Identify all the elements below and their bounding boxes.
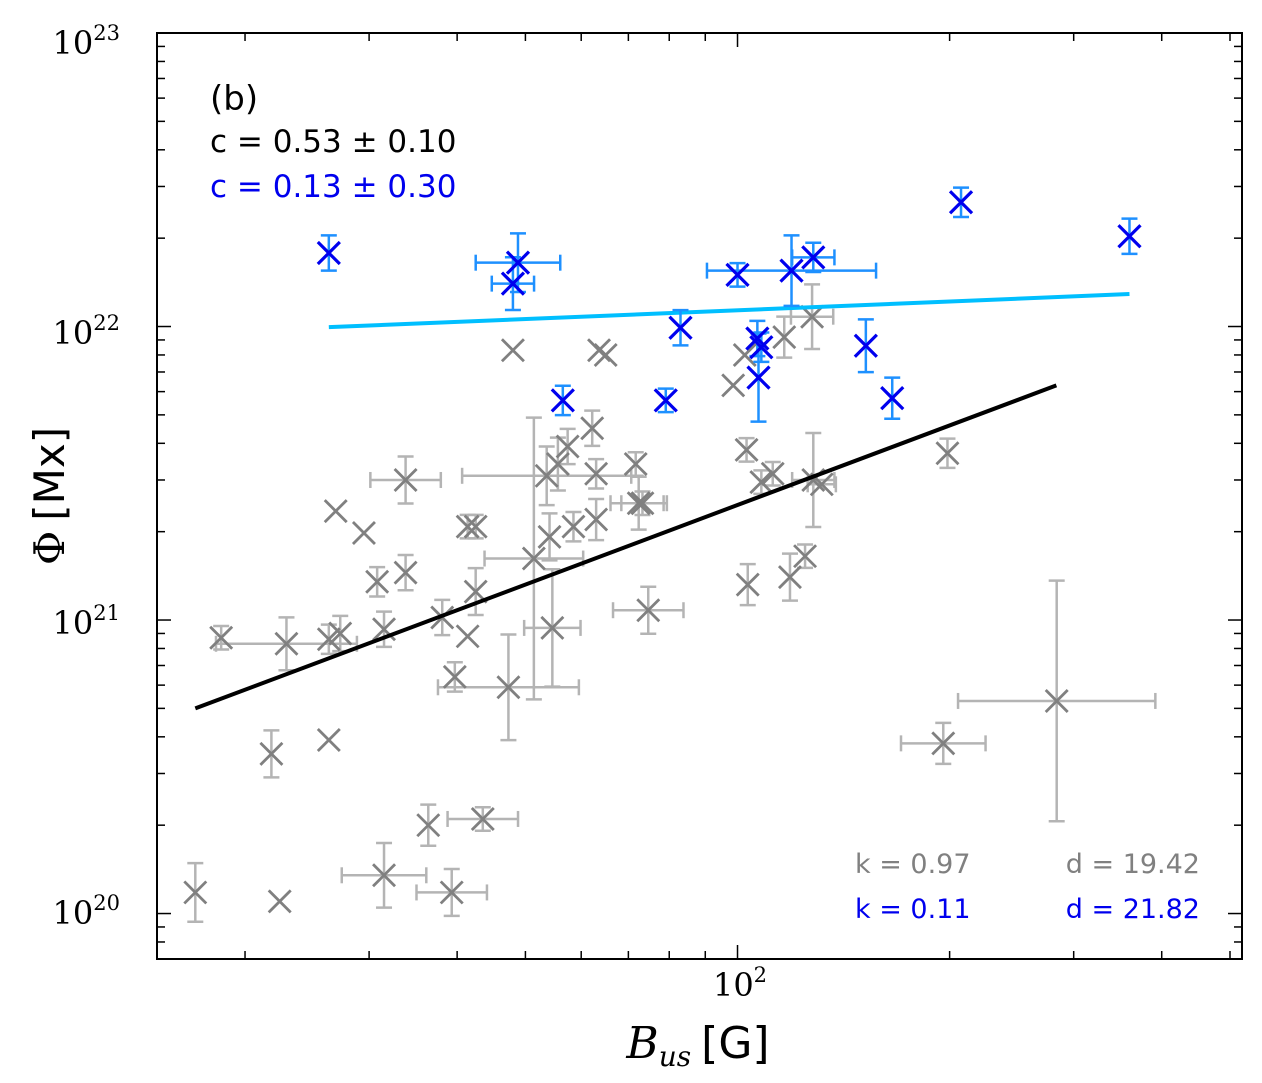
gray-point-marker (561, 514, 586, 539)
gray-point-marker (521, 546, 546, 571)
gray-point-marker (749, 470, 774, 495)
gray-point-marker (777, 565, 802, 590)
gray-point-marker (580, 416, 605, 441)
gray-point-marker (442, 664, 467, 689)
blue-point-marker (550, 388, 575, 413)
d-value-gray: d = 19.42 (1066, 849, 1200, 880)
gray-point-marker (439, 880, 464, 905)
gray-point-marker (416, 813, 441, 838)
y-tick-label-1e21: 1021 (53, 601, 120, 642)
gray-point-marker (323, 499, 348, 524)
gray-point-marker (545, 452, 570, 477)
gray-point-marker (351, 520, 376, 545)
blue-fit-line (328, 292, 1130, 330)
blue-point-marker (1117, 224, 1142, 249)
gray-point-marker (555, 434, 580, 459)
gray-point-marker (393, 560, 418, 585)
gray-point-marker (760, 461, 785, 486)
y-tick-label-1e20: 1020 (53, 891, 120, 932)
gray-point-marker (584, 507, 609, 532)
blue-point-marker (749, 335, 774, 360)
gray-markers (183, 304, 1069, 914)
d-value-blue: d = 21.82 (1066, 894, 1200, 925)
gray-point-marker (732, 342, 757, 367)
gray-point-marker (584, 461, 609, 486)
gray-point-marker (630, 491, 655, 516)
c-value-blue: c = 0.13 ± 0.30 (210, 169, 456, 205)
gray-point-marker (183, 880, 208, 905)
gray-point-marker (734, 437, 759, 462)
blue-error-bars (320, 186, 1138, 423)
blue-point-marker (653, 388, 678, 413)
gray-point-marker (935, 441, 960, 466)
blue-point-marker (668, 315, 693, 340)
x-axis-title: Bus [G] (625, 1018, 769, 1073)
axis-ticks (157, 32, 1242, 960)
gray-point-marker (372, 863, 397, 888)
gray-point-marker (931, 731, 956, 756)
y-tick-label-1e22: 1022 (53, 311, 120, 352)
gray-point-marker (259, 741, 284, 766)
c-value-gray: c = 0.53 ± 0.10 (210, 124, 456, 160)
gray-point-marker (365, 569, 390, 594)
y-tick-labels: 1020 1021 1022 1023 (53, 21, 120, 932)
gray-point-marker (267, 889, 292, 914)
gray-point-marker (735, 572, 760, 597)
blue-point-marker (505, 250, 531, 275)
panel-label: (b) (210, 79, 258, 119)
gray-fit-line (194, 383, 1058, 711)
gray-point-marker (537, 524, 562, 549)
blue-point-marker (779, 258, 804, 283)
x-tick-label-100: 102 (713, 963, 767, 1004)
gray-point-marker (470, 806, 495, 831)
blue-point-marker (801, 245, 826, 270)
gray-point-marker (455, 624, 480, 649)
fit-lines (194, 292, 1130, 711)
k-value-gray: k = 0.97 (855, 849, 971, 880)
gray-point-marker (274, 631, 299, 656)
blue-point-marker (316, 240, 341, 266)
gray-point-marker (626, 491, 651, 516)
plot-frame (156, 32, 1243, 960)
gray-point-marker (593, 342, 618, 367)
k-value-blue: k = 0.11 (855, 894, 971, 925)
gray-point-marker (772, 325, 797, 350)
gray-point-marker (793, 544, 818, 569)
gray-point-marker (393, 467, 418, 492)
gray-point-marker (1044, 688, 1069, 713)
gray-point-marker (500, 338, 525, 363)
gray-point-marker (455, 514, 480, 539)
gray-point-marker (540, 615, 565, 640)
blue-point-marker (880, 386, 905, 411)
blue-point-marker (500, 271, 526, 296)
gray-point-marker (209, 625, 234, 650)
blue-point-marker (725, 262, 750, 287)
y-axis-title: Φ[Mx] (25, 427, 74, 565)
gray-point-marker (721, 373, 746, 398)
gray-point-marker (316, 728, 341, 753)
gray-point-marker (316, 627, 341, 652)
gray-point-marker (636, 598, 661, 623)
blue-point-marker (746, 365, 771, 390)
gray-point-marker (623, 452, 648, 477)
gray-point-marker (463, 514, 488, 539)
blue-point-marker (853, 333, 878, 358)
gray-point-marker (328, 621, 353, 646)
gray-point-marker (496, 675, 521, 700)
blue-point-marker (948, 190, 974, 215)
y-tick-label-1e23: 1023 (53, 21, 120, 62)
blue-markers (316, 190, 1142, 413)
gray-error-bars (187, 283, 1157, 924)
